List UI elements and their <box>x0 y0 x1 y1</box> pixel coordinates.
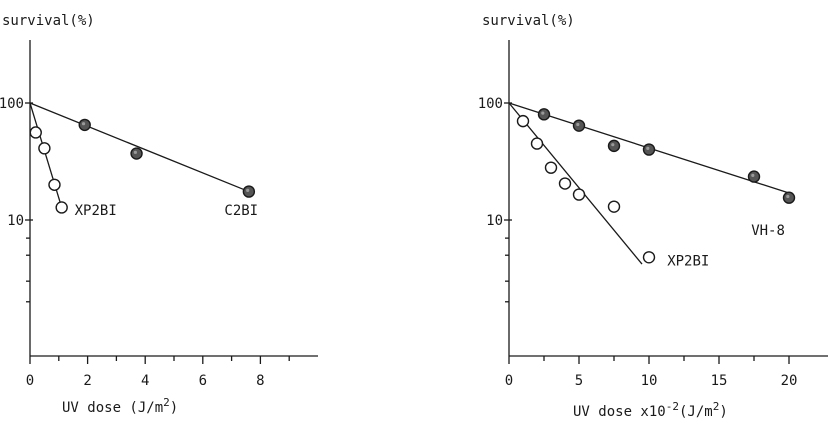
series-label: C2BI <box>224 203 258 219</box>
fit-line <box>29 102 250 193</box>
x-tick-label: 5 <box>575 373 583 389</box>
x-tick-label: 0 <box>26 373 34 389</box>
x-axis-title-part: UV dose (J/m <box>62 400 163 416</box>
x-tick-label: 0 <box>505 373 513 389</box>
data-point-open <box>516 114 530 128</box>
x-axis-title-superscript: -2 <box>666 400 679 413</box>
x-axis-title-superscript: 2 <box>713 400 720 413</box>
series-vh-8: VH-8 <box>508 102 796 239</box>
y-tick-label: 10 <box>486 213 503 229</box>
series-label: VH-8 <box>751 223 785 239</box>
data-point-filled <box>130 147 143 160</box>
x-tick-label: 10 <box>641 373 658 389</box>
x-axis-title: UV dose x10-2(J/m2) <box>573 400 728 420</box>
data-point-filled <box>537 108 551 121</box>
x-axis-title-superscript: 2 <box>163 396 170 409</box>
series-label: XP2BI <box>75 203 117 219</box>
data-point-highlight <box>246 188 250 192</box>
data-point-filled <box>782 191 796 204</box>
data-point-filled <box>572 119 586 132</box>
data-point-filled <box>747 170 761 183</box>
series-xp2bi: XP2BI <box>29 102 117 219</box>
data-point-open <box>530 137 544 150</box>
x-axis-title-part: ) <box>719 404 727 420</box>
data-point-highlight <box>751 173 755 177</box>
series-c2bi: C2BI <box>29 102 258 219</box>
data-point-open <box>558 177 572 190</box>
data-point-highlight <box>786 194 790 199</box>
data-point-highlight <box>576 122 580 127</box>
x-tick-label: 6 <box>199 373 207 389</box>
y-axis-title: survival(%) <box>482 13 575 29</box>
x-tick-label: 8 <box>256 373 264 389</box>
data-point-filled <box>642 143 656 156</box>
fit-line <box>508 102 643 265</box>
data-point-open <box>572 188 586 201</box>
x-tick-label: 20 <box>781 373 798 389</box>
data-point-highlight <box>541 111 545 115</box>
x-axis-title-part: UV dose x10 <box>573 404 666 420</box>
x-axis-title: UV dose (J/m2) <box>62 396 178 416</box>
fit-line <box>29 102 63 208</box>
data-point-filled <box>78 118 91 132</box>
series-label: XP2BI <box>667 254 709 270</box>
data-point-open <box>55 201 68 214</box>
data-point-open <box>544 161 558 174</box>
y-tick-label: 100 <box>478 96 503 112</box>
data-point-highlight <box>646 146 650 150</box>
x-tick-label: 2 <box>83 373 91 389</box>
data-point-open <box>642 251 656 264</box>
y-tick-label: 100 <box>0 96 24 112</box>
y-axis-title: survival(%) <box>2 13 95 29</box>
data-point-highlight <box>133 150 137 154</box>
x-tick-label: 4 <box>141 373 149 389</box>
x-axis-title-part: ) <box>170 400 178 416</box>
data-point-open <box>38 142 51 155</box>
series-xp2bi: XP2BI <box>508 102 709 270</box>
data-point-highlight <box>81 122 86 126</box>
data-point-highlight <box>611 143 615 147</box>
data-point-filled <box>242 185 256 198</box>
data-point-filled <box>607 139 621 153</box>
data-point-open <box>29 126 42 139</box>
y-tick-label: 10 <box>7 213 24 229</box>
x-axis-title-part: (J/m <box>679 404 713 420</box>
data-point-open <box>48 178 61 191</box>
x-tick-label: 15 <box>711 373 728 389</box>
data-point-open <box>607 200 621 213</box>
